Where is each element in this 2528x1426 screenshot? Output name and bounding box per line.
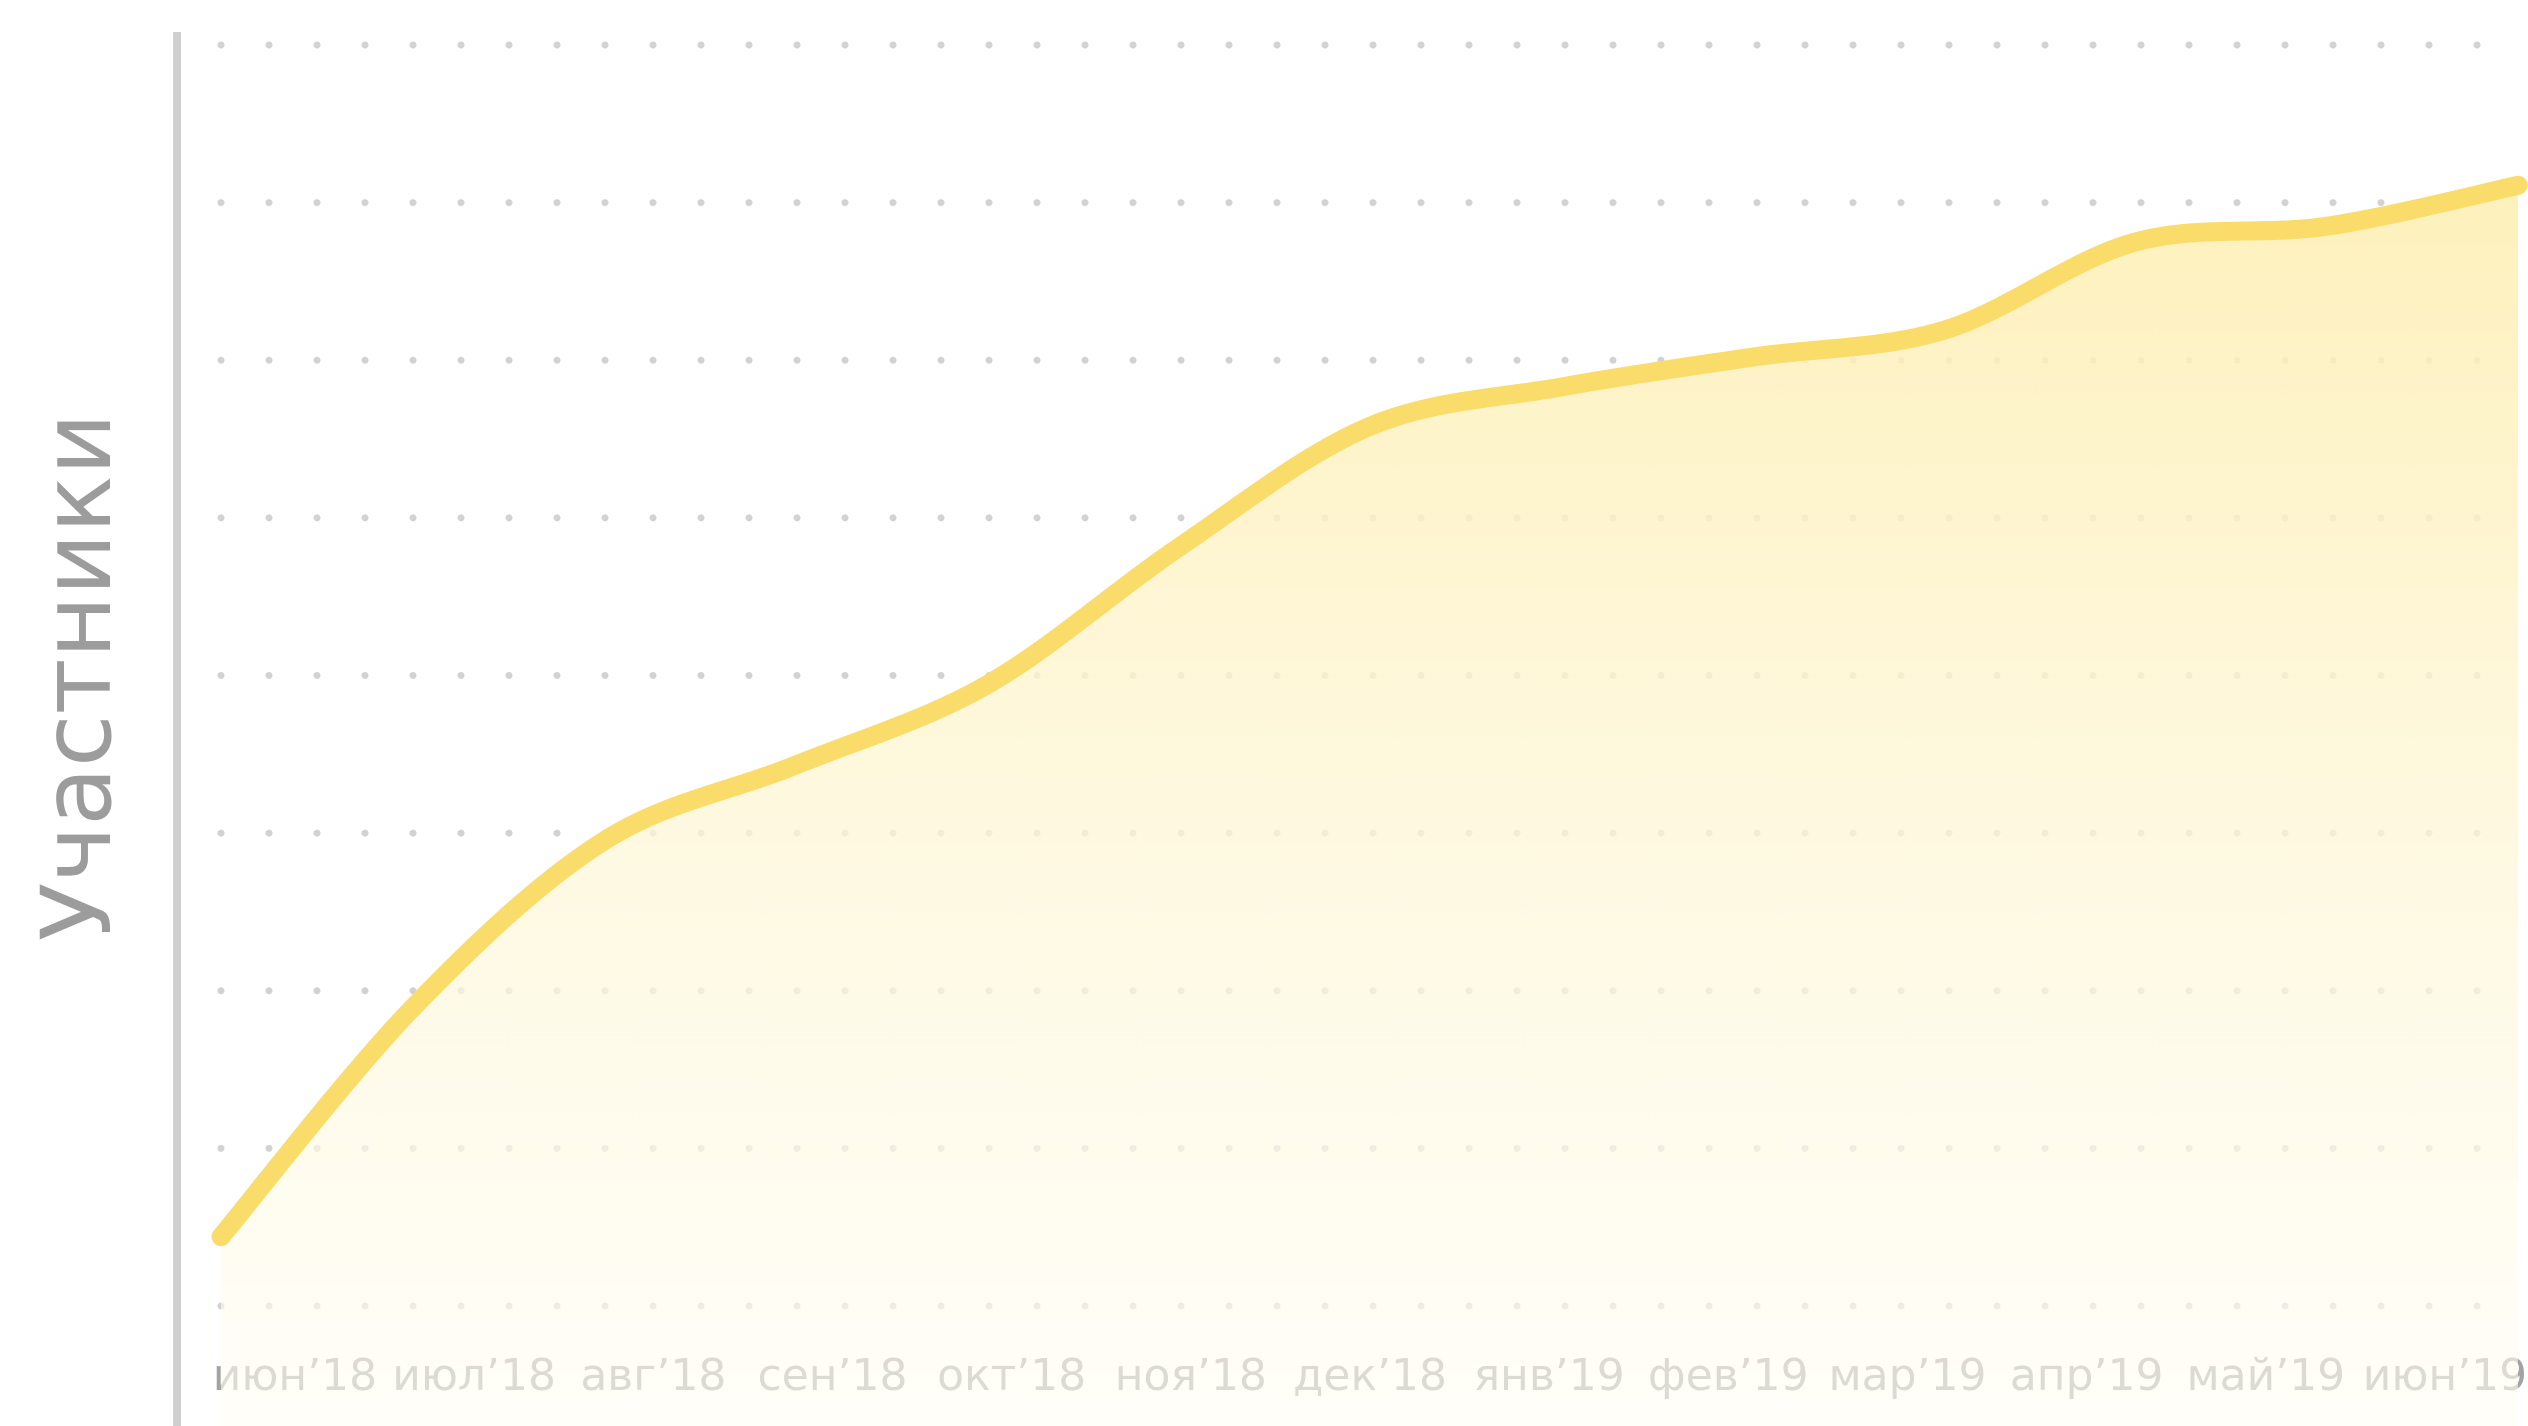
y-axis-title: Участники (21, 413, 133, 941)
line (211, 175, 2528, 1247)
area (221, 185, 2518, 1426)
